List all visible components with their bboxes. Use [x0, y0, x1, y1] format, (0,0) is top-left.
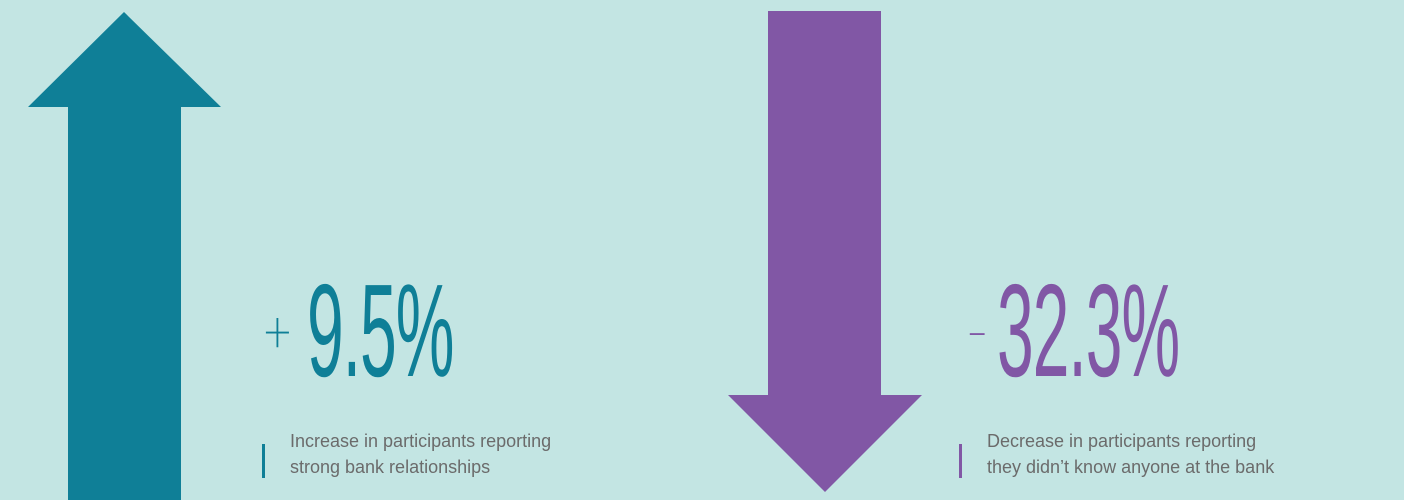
increase-caption: Increase in participants reporting stron…: [262, 428, 551, 480]
decrease-caption-line-2: they didn’t know anyone at the bank: [987, 457, 1275, 477]
decrease-caption-line-1: Decrease in participants reporting: [987, 431, 1257, 451]
increase-caption-line-1: Increase in participants reporting: [290, 431, 552, 451]
decrease-caption: Decrease in participants reporting they …: [959, 428, 1274, 480]
increase-sign: +: [262, 304, 293, 358]
arrow-down-shape: [728, 11, 922, 492]
decrease-value: 32.3%: [997, 257, 1180, 404]
increase-stat: + 9.5%: [262, 265, 599, 397]
arrow-up-shape: [28, 12, 221, 500]
increase-caption-text: Increase in participants reporting stron…: [290, 428, 551, 480]
arrow-up-icon: [28, 12, 221, 500]
increase-caption-line-2: strong bank relationships: [290, 457, 491, 477]
increase-caption-rule: [262, 444, 265, 478]
increase-value: 9.5%: [306, 257, 454, 404]
decrease-sign: –: [968, 304, 987, 358]
decrease-caption-text: Decrease in participants reporting they …: [987, 428, 1274, 480]
decrease-stat: – 32.3%: [968, 265, 1361, 397]
arrow-down-icon: [728, 11, 922, 492]
decrease-caption-rule: [959, 444, 962, 478]
